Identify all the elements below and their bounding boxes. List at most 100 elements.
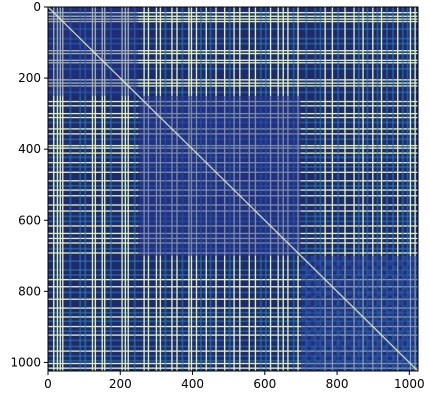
texture-cell <box>386 300 392 306</box>
texture-cell <box>331 255 337 261</box>
texture-cell <box>376 280 382 286</box>
x-tick-label: 600 <box>253 377 276 391</box>
stripe-horizontal-core <box>48 326 418 327</box>
stripe-horizontal-medium <box>48 37 418 40</box>
texture-cell <box>341 285 347 291</box>
texture-cell <box>331 265 337 271</box>
texture-cell <box>407 260 413 266</box>
texture-cell <box>376 350 382 356</box>
stripe-horizontal-core <box>48 21 418 22</box>
texture-cell <box>366 300 372 306</box>
texture-cell <box>402 305 408 311</box>
texture-cell <box>321 285 327 291</box>
texture-cell <box>321 355 327 361</box>
texture-cell <box>366 310 372 316</box>
texture-cell <box>386 260 392 266</box>
texture-cell <box>371 315 377 321</box>
texture-cell <box>305 280 312 286</box>
texture-cell <box>366 360 372 366</box>
stripe-vertical-core <box>381 7 382 371</box>
texture-cell <box>346 310 352 316</box>
stripe-horizontal-medium <box>48 28 418 30</box>
y-tick-label: 0 <box>33 0 41 14</box>
texture-cell <box>397 330 403 336</box>
texture-cell <box>311 295 317 301</box>
stripe-horizontal-core <box>48 334 418 336</box>
stripe-vertical-core <box>362 7 364 371</box>
texture-cell <box>311 255 317 261</box>
texture-cell <box>391 335 398 341</box>
texture-cell <box>351 355 357 361</box>
stripe-horizontal-core <box>48 62 418 64</box>
texture-cell <box>316 300 322 306</box>
stripe-vertical-core <box>127 7 129 371</box>
stripe-vertical-medium <box>133 7 136 371</box>
texture-cell <box>351 365 357 371</box>
stripe-vertical-core <box>124 7 126 371</box>
texture-cell <box>407 320 413 326</box>
stripe-vertical-medium <box>401 7 404 371</box>
texture-cell <box>326 340 332 346</box>
texture-cell <box>311 365 317 371</box>
stripe-horizontal-core <box>48 286 418 288</box>
texture-cell <box>361 255 367 261</box>
texture-cell <box>331 305 337 311</box>
x-tick-label: 800 <box>326 377 349 391</box>
texture-cell <box>376 310 382 316</box>
diagonal-line <box>48 7 418 371</box>
stripe-vertical-core <box>104 7 106 371</box>
stripe-vertical-core <box>414 7 416 371</box>
texture-cell <box>300 275 306 281</box>
texture-cell <box>397 360 403 366</box>
texture-cell <box>386 270 392 276</box>
texture-cell <box>366 330 372 336</box>
texture-cell <box>412 315 418 321</box>
texture-cell <box>351 295 357 301</box>
texture-cell <box>321 335 327 341</box>
stripe-horizontal-core <box>48 298 418 300</box>
stripe-vertical-medium <box>366 7 369 371</box>
texture-cell <box>391 315 398 321</box>
texture-cell <box>341 335 347 341</box>
texture-cell <box>361 325 367 331</box>
texture-cell <box>351 275 357 281</box>
texture-cell <box>300 265 306 271</box>
stripe-vertical-core <box>121 7 123 371</box>
texture-cell <box>376 270 382 276</box>
texture-cell <box>361 305 367 311</box>
texture-cell <box>300 315 306 321</box>
texture-cell <box>326 270 332 276</box>
texture-cell <box>326 300 332 306</box>
stripe-horizontal-medium <box>48 291 418 294</box>
stripe-vertical-medium <box>337 7 340 371</box>
texture-cell <box>311 345 317 351</box>
texture-cell <box>412 335 418 341</box>
y-tick-label: 800 <box>18 284 41 298</box>
texture-cell <box>336 320 342 326</box>
texture-cell <box>321 255 327 261</box>
texture-cell <box>305 270 312 276</box>
texture-cell <box>331 365 337 371</box>
stripe-horizontal-medium <box>48 359 418 362</box>
stripe-vertical-medium <box>392 7 394 371</box>
texture-cell <box>381 275 387 281</box>
texture-cell <box>326 260 332 266</box>
texture-cell <box>391 355 398 361</box>
texture-cell <box>331 355 337 361</box>
texture-cell <box>412 345 418 351</box>
texture-cell <box>397 280 403 286</box>
texture-cell <box>305 290 312 296</box>
stripe-horizontal-medium <box>48 260 418 263</box>
texture-cell <box>397 260 403 266</box>
texture-cell <box>321 365 327 371</box>
texture-cell <box>326 330 332 336</box>
texture-cell <box>356 290 362 296</box>
texture-cell <box>326 310 332 316</box>
stripe-horizontal-core <box>48 12 418 14</box>
stripe-vertical-medium <box>305 7 308 371</box>
stripe-vertical-core <box>53 7 55 371</box>
x-tick-label: 1000 <box>394 377 425 391</box>
texture-cell <box>311 275 317 281</box>
